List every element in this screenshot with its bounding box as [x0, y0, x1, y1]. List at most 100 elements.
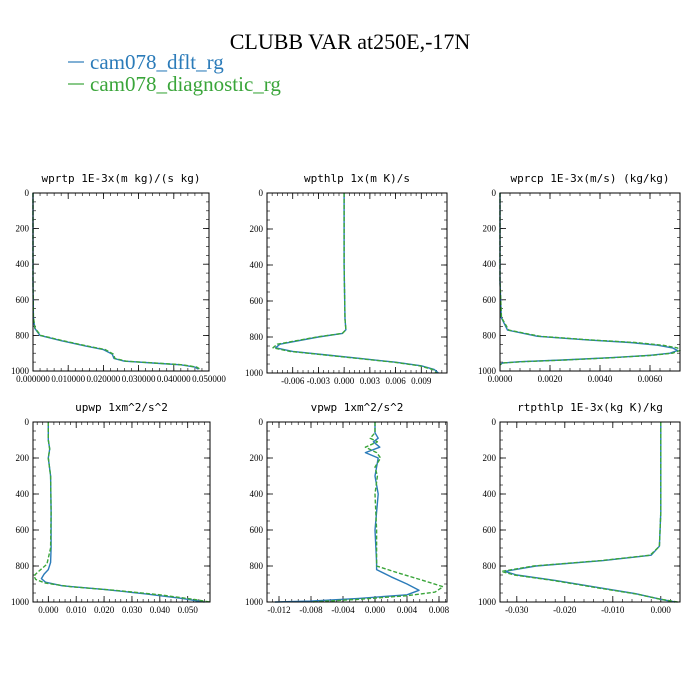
x-tick-label: 0.040000: [157, 374, 191, 384]
y-tick-label: 400: [483, 259, 497, 269]
y-tick-label: 1000: [245, 597, 264, 607]
plot-frame: [266, 421, 448, 603]
y-tick-label: 400: [16, 489, 30, 499]
figure-title: CLUBB VAR at250E,-17N: [230, 29, 471, 54]
y-tick-label: 200: [250, 453, 264, 463]
x-tick-label: 0.010: [66, 605, 87, 615]
y-tick-label: 1000: [478, 366, 497, 376]
x-tick-label: 0.0020: [538, 374, 563, 384]
legend: cam078_dflt_rg cam078_diagnostic_rg: [68, 50, 281, 96]
x-tick-label: 0.050000: [192, 374, 226, 384]
series-line-dflt: [274, 422, 420, 603]
y-tick-label: 0: [492, 188, 497, 198]
y-tick-label: 800: [483, 330, 497, 340]
y-tick-label: 600: [16, 295, 30, 305]
x-tick-label: 0.040: [150, 605, 171, 615]
y-tick-label: 600: [250, 296, 264, 306]
y-tick-label: 800: [250, 561, 264, 571]
y-tick-label: 0: [25, 417, 30, 427]
y-tick-label: 400: [16, 259, 30, 269]
x-tick-label: 0.0000: [488, 374, 513, 384]
x-tick-label: 0.030000: [122, 374, 156, 384]
x-tick-label: 0.000000: [16, 374, 50, 384]
plot-frame: [266, 192, 448, 374]
y-tick-label: 200: [483, 224, 497, 234]
x-tick-label: -0.012: [267, 605, 290, 615]
y-tick-label: 0: [25, 188, 30, 198]
panel-2: wpthlp 1x(m K)/s 0 200 400 600 800 1000 -0.006-…: [245, 172, 448, 386]
y-tick-label: 200: [16, 224, 30, 234]
y-tick-label: 800: [16, 330, 30, 340]
x-tick-label: -0.010: [601, 605, 625, 615]
panel-title: upwp 1xm^2/s^2: [75, 401, 168, 414]
y-tick-label: 600: [483, 295, 497, 305]
x-tick-label: 0.000: [38, 605, 59, 615]
x-tick-label: 0.000: [365, 605, 386, 615]
x-tick-label: 0.000: [334, 376, 355, 386]
y-tick-label: 0: [492, 417, 497, 427]
y-tick-label: 600: [250, 525, 264, 535]
y-tick-label: 800: [483, 561, 497, 571]
panels: wprtp 1E-3x(m kg)/(s kg) 0 200 400 600 800 100…: [11, 172, 681, 615]
y-tick-label: 0: [259, 188, 264, 198]
x-tick-label: -0.003: [307, 376, 331, 386]
x-tick-label: 0.006: [385, 376, 406, 386]
x-tick-label: 0.000: [651, 605, 672, 615]
y-tick-label: 200: [16, 453, 30, 463]
y-tick-label: 200: [483, 453, 497, 463]
x-tick-label: -0.004: [331, 605, 355, 615]
x-tick-label: 0.004: [397, 605, 418, 615]
y-tick-label: 1000: [245, 368, 264, 378]
x-tick-label: 0.030: [122, 605, 143, 615]
panel-5: vpwp 1xm^2/s^2 0 200 400 600 800 1000-0.012 -0.…: [245, 401, 450, 615]
x-tick-label: -0.030: [505, 605, 529, 615]
y-tick-label: 1000: [11, 597, 30, 607]
y-tick-label: 400: [483, 489, 497, 499]
legend-label-diagnostic: cam078_diagnostic_rg: [90, 72, 281, 96]
x-tick-label: 0.009: [411, 376, 432, 386]
y-tick-label: 400: [250, 260, 264, 270]
y-tick-label: 1000: [11, 366, 30, 376]
panel-title: wprtp 1E-3x(m kg)/(s kg): [42, 172, 201, 185]
x-tick-label: 0.020000: [87, 374, 121, 384]
panel-1: wprtp 1E-3x(m kg)/(s kg) 0 200 400 600 800 100…: [11, 172, 226, 384]
panel-4: upwp 1xm^2/s^2 0 200 400 600 800 1000 0.000 0.01…: [11, 401, 211, 615]
series-line-diagnostic: [499, 193, 681, 366]
panel-title: rtpthlp 1E-3x(kg K)/kg: [517, 401, 663, 414]
y-tick-label: 600: [483, 525, 497, 535]
x-tick-label: 0.020: [94, 605, 115, 615]
plot-frame: [32, 421, 211, 603]
x-tick-label: 0.0040: [588, 374, 613, 384]
y-tick-label: 1000: [478, 597, 497, 607]
x-tick-label: 0.0060: [638, 374, 663, 384]
panel-title: vpwp 1xm^2/s^2: [311, 401, 404, 414]
panel-3: wprcp 1E-3x(m/s) (kg/kg) 0 200 400 600 800 100…: [478, 172, 681, 384]
panel-title: wpthlp 1x(m K)/s: [304, 172, 410, 185]
x-tick-label: 0.003: [360, 376, 381, 386]
x-tick-label: 0.008: [429, 605, 450, 615]
x-tick-label: -0.020: [553, 605, 577, 615]
legend-label-dflt: cam078_dflt_rg: [90, 50, 224, 74]
plot-frame: [499, 192, 681, 372]
series-line-diagnostic: [500, 422, 678, 603]
panel-title: wprcp 1E-3x(m/s) (kg/kg): [511, 172, 670, 185]
y-tick-label: 800: [16, 561, 30, 571]
y-tick-label: 800: [250, 332, 264, 342]
y-tick-label: 0: [259, 417, 264, 427]
x-tick-label: 0.050: [178, 605, 199, 615]
series-line-diagnostic: [32, 193, 201, 370]
y-tick-label: 600: [16, 525, 30, 535]
panel-6: rtpthlp 1E-3x(kg K)/kg02004006008001000-…: [478, 401, 681, 615]
series-line-diagnostic: [310, 422, 444, 603]
y-tick-label: 400: [250, 489, 264, 499]
plot-frame: [499, 421, 681, 603]
x-tick-label: -0.008: [299, 605, 323, 615]
x-tick-label: -0.006: [281, 376, 305, 386]
x-tick-label: 0.010000: [51, 374, 85, 384]
series-line-diagnostic: [33, 422, 211, 603]
series-line-diagnostic: [272, 193, 438, 374]
y-tick-label: 200: [250, 224, 264, 234]
plot-frame: [32, 192, 210, 372]
